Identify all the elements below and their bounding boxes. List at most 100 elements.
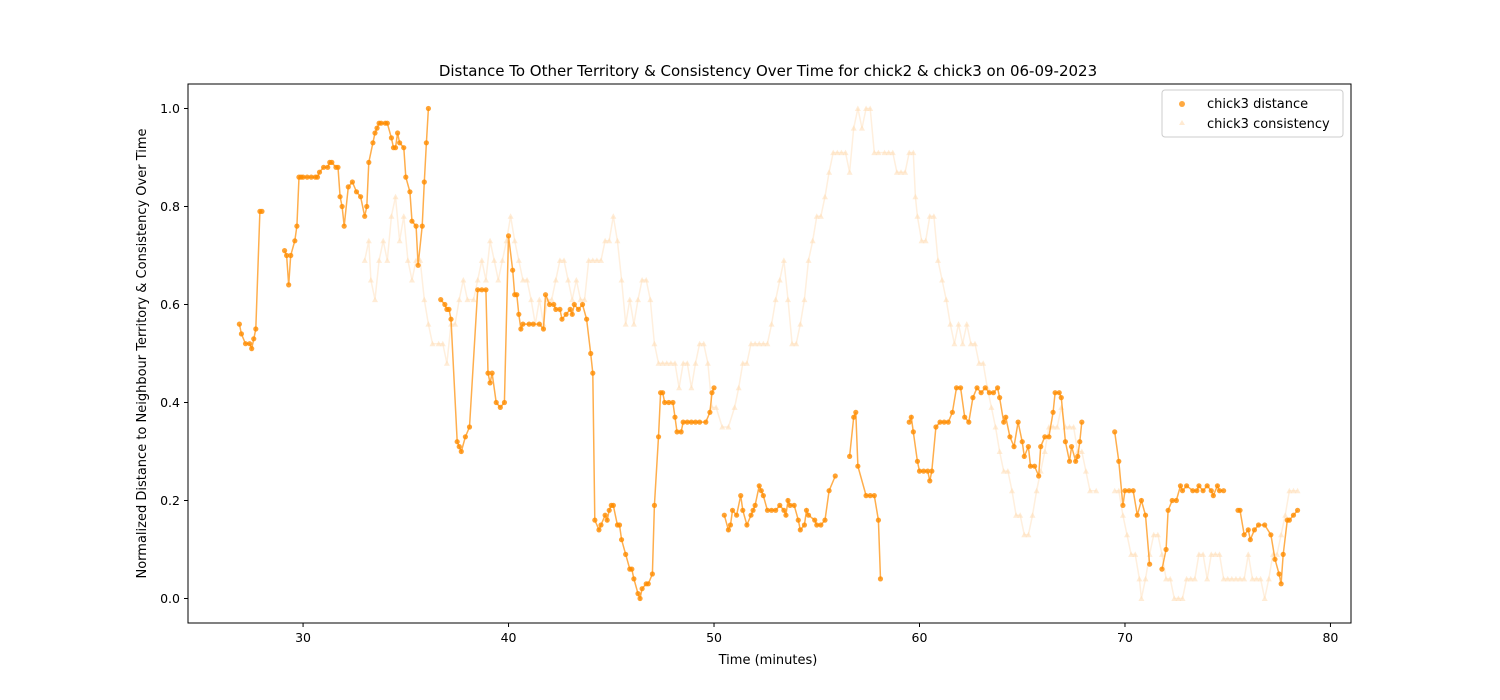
data-point — [855, 463, 861, 469]
data-point — [536, 296, 543, 303]
data-point — [604, 517, 610, 523]
data-point — [951, 340, 958, 347]
data-point — [957, 385, 964, 391]
data-point — [1175, 595, 1182, 601]
data-point — [1154, 531, 1161, 538]
data-point — [926, 213, 933, 219]
data-point — [826, 169, 833, 175]
data-point — [750, 507, 756, 513]
legend: chick3 distance chick3 consistency — [1161, 89, 1344, 138]
data-point — [982, 385, 988, 391]
data-point — [1021, 453, 1027, 459]
data-point — [464, 296, 471, 303]
data-point — [655, 360, 662, 366]
data-point — [553, 306, 559, 312]
data-point — [588, 350, 594, 357]
data-point — [970, 395, 976, 401]
data-point — [875, 149, 882, 156]
data-point — [990, 390, 997, 396]
data-point — [380, 237, 387, 244]
data-point — [1245, 527, 1251, 533]
data-point — [1004, 468, 1011, 474]
data-point — [288, 252, 294, 259]
data-point — [780, 257, 787, 263]
data-point — [1257, 575, 1264, 582]
data-point — [760, 493, 766, 499]
data-point — [1251, 527, 1258, 533]
data-point — [616, 522, 623, 528]
data-point — [959, 340, 966, 347]
data-point — [739, 360, 746, 366]
data-point — [783, 512, 789, 518]
data-point — [842, 149, 849, 156]
data-point — [1159, 566, 1165, 572]
data-point — [1286, 487, 1293, 494]
data-point — [366, 159, 372, 165]
legend-label-distance: chick3 distance — [1207, 97, 1308, 112]
data-point — [760, 340, 767, 347]
data-point — [1017, 512, 1024, 518]
data-point — [704, 360, 711, 366]
data-point — [251, 336, 257, 342]
data-point — [365, 237, 372, 244]
data-point — [1116, 458, 1122, 464]
data-point — [847, 453, 853, 459]
data-point — [988, 404, 995, 410]
data-point — [1261, 595, 1268, 601]
data-point — [1228, 575, 1235, 582]
data-point — [1070, 424, 1077, 430]
data-point — [442, 301, 448, 308]
plot-frame — [187, 83, 1352, 624]
data-point — [384, 120, 390, 126]
data-point — [448, 316, 454, 322]
data-point — [1011, 444, 1017, 450]
data-point — [963, 321, 970, 327]
data-point — [339, 203, 345, 210]
data-point — [364, 203, 370, 210]
data-point — [1027, 463, 1034, 469]
data-point — [1111, 487, 1118, 494]
x-tick-label: 80 — [1322, 630, 1338, 645]
data-point — [908, 414, 914, 420]
data-point — [1200, 488, 1206, 494]
data-point — [651, 502, 658, 508]
y-tick-label: 0.8 — [160, 199, 180, 214]
data-point — [850, 125, 857, 131]
data-point — [1237, 507, 1243, 513]
data-point — [401, 145, 407, 151]
data-point — [1015, 419, 1021, 425]
data-point — [867, 105, 874, 111]
data-point — [1294, 487, 1301, 494]
data-point — [978, 390, 984, 396]
data-point — [281, 248, 288, 254]
data-point — [1052, 390, 1058, 396]
data-point — [663, 360, 670, 366]
data-point — [596, 527, 602, 533]
data-point — [590, 370, 596, 376]
data-point — [914, 213, 921, 219]
data-point — [458, 448, 464, 455]
data-point — [670, 399, 676, 406]
data-point — [637, 595, 643, 602]
y-axis-label: Normalized Distance to Neighbour Territo… — [135, 128, 150, 578]
data-point — [1050, 424, 1057, 430]
data-point — [768, 321, 775, 327]
data-point — [547, 301, 553, 308]
data-point — [758, 488, 764, 494]
data-point — [826, 488, 832, 494]
data-point — [238, 331, 245, 337]
data-point — [478, 257, 485, 263]
data-point — [585, 257, 592, 263]
data-point — [610, 502, 616, 508]
data-point — [565, 277, 572, 283]
data-point — [812, 517, 818, 523]
data-point — [516, 311, 522, 317]
data-point — [889, 149, 896, 156]
data-point — [1007, 434, 1013, 440]
data-point — [955, 321, 962, 327]
data-point — [409, 218, 415, 224]
data-point — [937, 419, 943, 425]
data-point — [688, 384, 695, 391]
data-point — [423, 140, 429, 146]
data-point — [863, 105, 870, 111]
